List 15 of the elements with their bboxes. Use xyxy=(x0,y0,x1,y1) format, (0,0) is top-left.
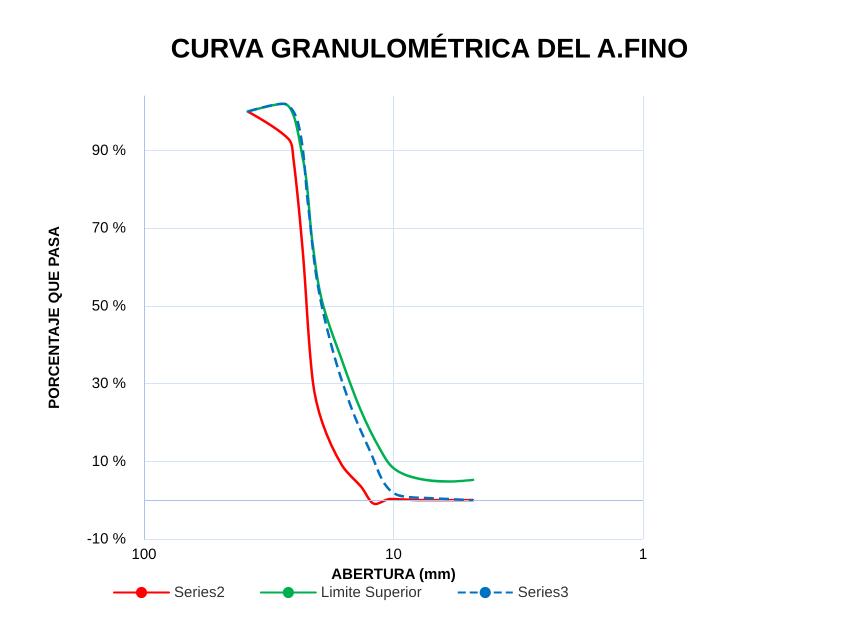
y-tick-label: 70 % xyxy=(92,220,126,237)
x-tick-label: 10 xyxy=(385,546,402,563)
x-tick-label: 1 xyxy=(638,546,648,563)
y-tick-label: 50 % xyxy=(92,297,126,314)
y-tick-label: 90 % xyxy=(92,142,126,159)
y-tick-label: 30 % xyxy=(92,375,126,392)
x-tick-label: 100 xyxy=(131,546,157,563)
legend-label: Limite Superior xyxy=(320,584,422,601)
legend-label: Series2 xyxy=(174,584,225,601)
y-tick-label: 10 % xyxy=(92,452,126,470)
legend-label: Series3 xyxy=(518,584,569,601)
chart-title: CURVA GRANULOMÉTRICA DEL A.FINO xyxy=(170,34,688,64)
y-tick-label: -10 % xyxy=(86,530,126,548)
y-axis-title: PORCENTAJE QUE PASA xyxy=(46,226,63,409)
x-axis-title: ABERTURA (mm) xyxy=(331,566,456,583)
